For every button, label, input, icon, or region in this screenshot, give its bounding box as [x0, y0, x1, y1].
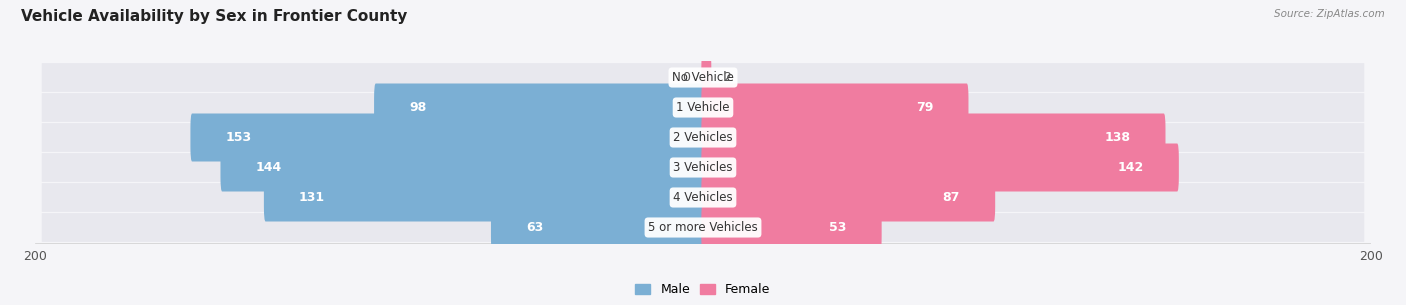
Text: 79: 79: [917, 101, 934, 114]
Legend: Male, Female: Male, Female: [636, 283, 770, 296]
Text: 3 Vehicles: 3 Vehicles: [673, 161, 733, 174]
FancyBboxPatch shape: [702, 84, 969, 131]
FancyBboxPatch shape: [42, 93, 1364, 122]
FancyBboxPatch shape: [702, 143, 1178, 192]
Text: 153: 153: [225, 131, 252, 144]
Text: 142: 142: [1118, 161, 1144, 174]
FancyBboxPatch shape: [42, 123, 1364, 152]
Text: 5 or more Vehicles: 5 or more Vehicles: [648, 221, 758, 234]
Text: 0: 0: [682, 71, 689, 84]
Text: 131: 131: [299, 191, 325, 204]
FancyBboxPatch shape: [702, 174, 995, 221]
Text: 63: 63: [526, 221, 543, 234]
FancyBboxPatch shape: [264, 174, 704, 221]
FancyBboxPatch shape: [42, 213, 1364, 242]
Text: 4 Vehicles: 4 Vehicles: [673, 191, 733, 204]
Text: 144: 144: [256, 161, 281, 174]
FancyBboxPatch shape: [42, 153, 1364, 182]
Text: No Vehicle: No Vehicle: [672, 71, 734, 84]
FancyBboxPatch shape: [190, 113, 704, 162]
Text: Source: ZipAtlas.com: Source: ZipAtlas.com: [1274, 9, 1385, 19]
Text: Vehicle Availability by Sex in Frontier County: Vehicle Availability by Sex in Frontier …: [21, 9, 408, 24]
Text: 53: 53: [830, 221, 846, 234]
Text: 98: 98: [409, 101, 426, 114]
Text: 2: 2: [723, 71, 731, 84]
Text: 87: 87: [943, 191, 960, 204]
FancyBboxPatch shape: [42, 183, 1364, 212]
FancyBboxPatch shape: [491, 203, 704, 252]
Text: 138: 138: [1105, 131, 1130, 144]
Text: 1 Vehicle: 1 Vehicle: [676, 101, 730, 114]
Text: 2 Vehicles: 2 Vehicles: [673, 131, 733, 144]
FancyBboxPatch shape: [702, 203, 882, 252]
FancyBboxPatch shape: [42, 63, 1364, 92]
FancyBboxPatch shape: [702, 113, 1166, 162]
FancyBboxPatch shape: [221, 143, 704, 192]
FancyBboxPatch shape: [374, 84, 704, 131]
FancyBboxPatch shape: [702, 53, 711, 102]
